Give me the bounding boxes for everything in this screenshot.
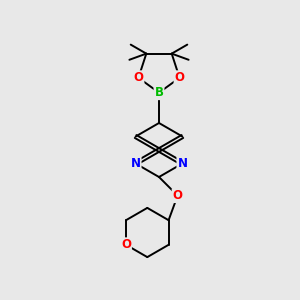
Text: O: O <box>175 71 184 84</box>
Text: O: O <box>172 189 183 202</box>
Text: O: O <box>121 238 131 251</box>
Text: B: B <box>154 86 164 99</box>
Text: O: O <box>134 71 143 84</box>
Text: N: N <box>130 157 141 170</box>
Text: N: N <box>177 157 188 170</box>
